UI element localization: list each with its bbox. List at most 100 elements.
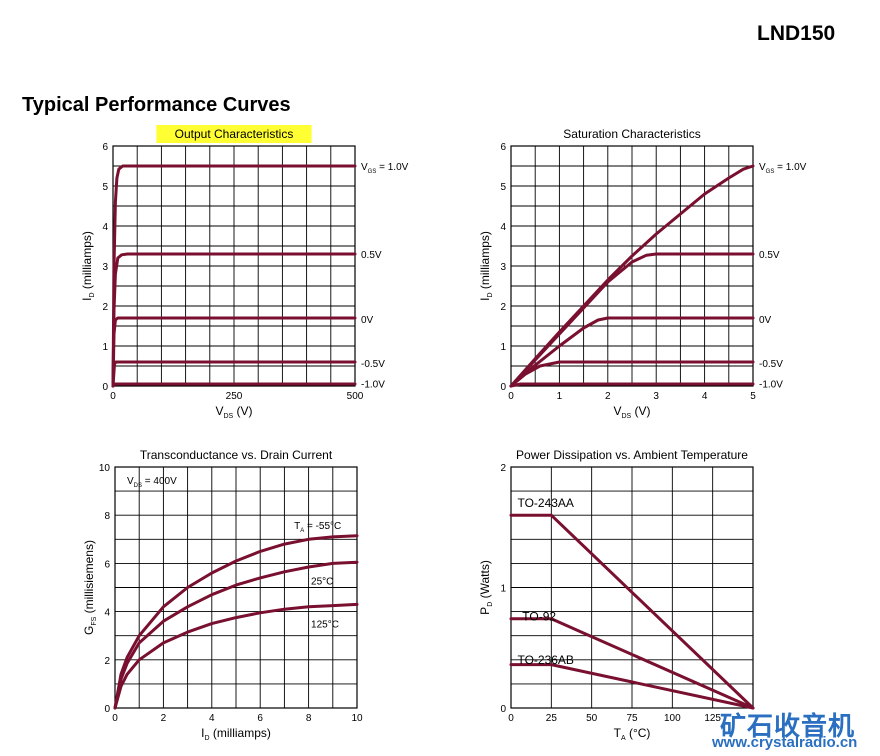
transconductance-ytick-label: 6 [104, 559, 110, 570]
output-xlabel: VDS (V) [215, 404, 252, 420]
saturation-chart: Saturation Characteristics 0 1 2 3 4 5 0 1 2 3 4 5 6 V… [478, 127, 807, 420]
power-ytick-label: 2 [500, 463, 506, 474]
saturation-series-line [509, 382, 755, 388]
power-series-label: TO-236AB [517, 653, 573, 667]
saturation-series-label: 0.5V [759, 250, 780, 261]
section-title: Typical Performance Curves [22, 94, 291, 116]
output-series-line [111, 360, 357, 388]
power-xtick-label: 25 [546, 713, 558, 724]
saturation-series-line [509, 360, 755, 388]
saturation-ytick-label: 4 [500, 222, 506, 233]
watermark-url: www.crystalradio.cn [712, 734, 858, 751]
saturation-xtick-label: 1 [557, 391, 563, 402]
watermark-brand: 矿石收音机 [720, 711, 856, 741]
part-number: LND150 [757, 22, 836, 45]
power-xtick-label: 0 [508, 713, 514, 724]
saturation-xtick-label: 3 [653, 391, 659, 402]
saturation-xtick-label: 5 [750, 391, 756, 402]
saturation-series-label: VGS = 1.0V [759, 162, 807, 175]
transconductance-chart: Transconductance vs. Drain Current 0 2 4 6 8 1… [82, 448, 363, 742]
power-series-line [509, 617, 755, 710]
power-chart: Power Dissipation vs. Ambient Temperatur… [478, 448, 755, 742]
output-xtick-label: 250 [226, 391, 243, 402]
transconductance-ylabel: GFS (millisiemens) [82, 540, 98, 635]
power-ylabel: PD (Watts) [478, 560, 494, 615]
output-series-label: -1.0V [361, 380, 385, 391]
transconductance-title: Transconductance vs. Drain Current [140, 448, 333, 462]
saturation-ytick-label: 2 [500, 302, 506, 313]
output-ytick-label: 4 [102, 222, 108, 233]
transconductance-ytick-label: 0 [104, 704, 110, 715]
transconductance-ytick-label: 10 [99, 463, 111, 474]
saturation-xtick-label: 0 [508, 391, 514, 402]
transconductance-xtick-label: 0 [112, 713, 118, 724]
output-title-highlight [156, 125, 312, 143]
transconductance-xtick-label: 4 [209, 713, 215, 724]
transconductance-xtick-label: 2 [161, 713, 167, 724]
saturation-frame [510, 145, 754, 387]
transconductance-series-line [113, 560, 359, 710]
output-ytick-label: 5 [102, 182, 108, 193]
saturation-xlabel: VDS (V) [613, 404, 650, 420]
power-title: Power Dissipation vs. Ambient Temperatur… [516, 448, 748, 462]
transconductance-ytick-label: 8 [104, 511, 110, 522]
power-xtick-label: 75 [626, 713, 638, 724]
output-ytick-label: 6 [102, 142, 108, 153]
transconductance-series-label: 25°C [311, 576, 333, 587]
power-xtick-label: 100 [664, 713, 681, 724]
output-ytick-label: 3 [102, 262, 108, 273]
output-series-label: 0V [361, 315, 374, 326]
saturation-title: Saturation Characteristics [563, 127, 700, 141]
transconductance-series-line [113, 534, 359, 710]
transconductance-ytick-label: 4 [104, 608, 110, 619]
output-chart: Output Characteristics 0 250 500 0 1 2 3 4 5 6 VDS … [80, 125, 409, 420]
saturation-ylabel: ID (milliamps) [478, 231, 494, 301]
output-ytick-label: 2 [102, 302, 108, 313]
output-series-line [111, 164, 357, 388]
transconductance-xtick-label: 6 [257, 713, 263, 724]
output-ylabel: ID (milliamps) [80, 231, 96, 301]
output-series-line [111, 382, 357, 388]
transconductance-ytick-label: 2 [104, 656, 110, 667]
transconductance-xtick-label: 10 [351, 713, 363, 724]
output-ytick-label: 1 [102, 342, 108, 353]
output-series-line [111, 316, 357, 388]
output-series-label: -0.5V [361, 359, 385, 370]
saturation-ytick-label: 6 [500, 142, 506, 153]
saturation-series-label: -1.0V [759, 380, 783, 391]
output-series-label: 0.5V [361, 250, 382, 261]
transconductance-series-line [113, 602, 359, 710]
saturation-series-label: 0V [759, 315, 772, 326]
power-series-label: TO-92 [522, 609, 556, 623]
power-series-line [509, 513, 755, 710]
power-xtick-label: 125 [704, 713, 721, 724]
output-series-label: VGS = 1.0V [361, 162, 409, 175]
output-ytick-label: 0 [102, 382, 108, 393]
power-series-label: TO-243AA [517, 496, 573, 510]
output-xtick-label: 500 [347, 391, 364, 402]
saturation-ytick-label: 1 [500, 342, 506, 353]
power-xtick-label: 50 [586, 713, 598, 724]
saturation-xtick-label: 4 [702, 391, 708, 402]
power-series-line [509, 663, 755, 710]
saturation-series-line [509, 252, 755, 388]
saturation-series-label: -0.5V [759, 359, 783, 370]
transconductance-condition: VDS = 400V [127, 476, 177, 489]
saturation-ytick-label: 0 [500, 382, 506, 393]
saturation-series-line [509, 316, 755, 388]
output-xtick-label: 0 [110, 391, 116, 402]
transconductance-xtick-label: 8 [306, 713, 312, 724]
transconductance-xlabel: ID (milliamps) [201, 726, 271, 742]
power-ytick-label: 0 [500, 704, 506, 715]
power-frame [510, 466, 754, 709]
power-ytick-label: 1 [500, 584, 506, 595]
power-xlabel: TA (°C) [614, 726, 651, 742]
transconductance-series-label: 125°C [311, 620, 339, 631]
saturation-xtick-label: 2 [605, 391, 611, 402]
transconductance-frame [114, 466, 358, 709]
transconductance-series-label: TA = -55°C [294, 521, 341, 534]
output-title: Output Characteristics [175, 127, 294, 141]
saturation-ytick-label: 3 [500, 262, 506, 273]
saturation-ytick-label: 5 [500, 182, 506, 193]
